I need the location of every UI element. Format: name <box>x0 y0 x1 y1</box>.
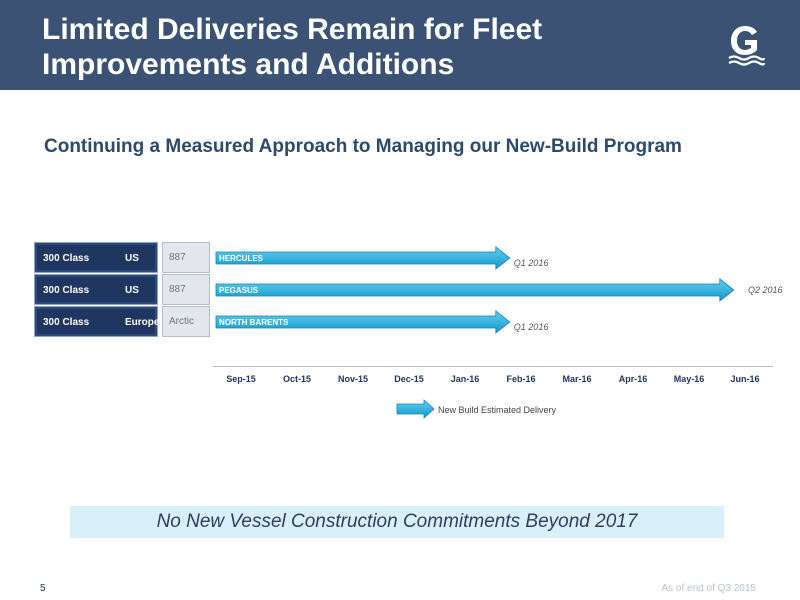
x-tick-label: Jan-16 <box>450 374 480 384</box>
vessel-type-cell: Arctic <box>162 306 210 337</box>
timeline-x-axis <box>213 366 773 367</box>
vessel-region: US <box>125 285 139 296</box>
vessel-region: Europe <box>125 317 160 328</box>
vessel-type: Arctic <box>169 316 194 327</box>
vessel-class: 300 Class <box>43 285 90 296</box>
vessel-name-label: HERCULES <box>219 254 264 263</box>
legend-arrow-icon <box>396 399 435 419</box>
footnote: As of end of Q3 2015 <box>661 583 756 594</box>
page-title: Limited Deliveries Remain for Fleet Impr… <box>42 12 682 82</box>
vessel-class-cell: 300 Class Europe <box>34 306 160 337</box>
page-title-line-1: Limited Deliveries Remain for Fleet <box>42 13 543 46</box>
vessel-region: US <box>125 253 139 264</box>
x-tick-label: Feb-16 <box>506 374 536 384</box>
page-title-line-2: Improvements and Additions <box>42 48 455 81</box>
legend-label: New Build Estimated Delivery <box>438 405 557 415</box>
section-subtitle: Continuing a Measured Approach to Managi… <box>44 136 682 157</box>
vessel-class: 300 Class <box>43 253 90 264</box>
company-logo-icon <box>728 26 766 66</box>
header-band: Limited Deliveries Remain for Fleet Impr… <box>0 0 800 90</box>
callout-banner: No New Vessel Construction Commitments B… <box>70 506 724 538</box>
delivery-quarter-label: Q2 2016 <box>748 285 783 295</box>
vessel-type-cell: 887 <box>162 242 210 273</box>
delivery-quarter-label: Q1 2016 <box>513 322 549 332</box>
x-tick-label: May-16 <box>673 374 705 384</box>
vessel-class: 300 Class <box>43 317 90 328</box>
vessel-name-label: PEGASUS <box>219 286 259 295</box>
x-tick-label: Jun-16 <box>730 374 760 384</box>
x-tick-label: Apr-16 <box>618 374 648 384</box>
page-number: 5 <box>40 583 46 594</box>
x-tick-label: Oct-15 <box>282 374 311 384</box>
vessel-type: 887 <box>169 252 186 263</box>
vessel-type-cell: 887 <box>162 274 210 305</box>
vessel-row-2: 300 Class US 887 <box>34 274 210 305</box>
vessel-name-label: NORTH BARENTS <box>219 318 289 327</box>
x-tick-label: Mar-16 <box>562 374 592 384</box>
delivery-quarter-label: Q1 2016 <box>513 258 549 268</box>
vessel-row-3: 300 Class Europe Arctic <box>34 306 210 337</box>
x-tick-label: Dec-15 <box>394 374 424 384</box>
vessel-class-cell: 300 Class US <box>34 274 158 305</box>
x-tick-label: Sep-15 <box>226 374 256 384</box>
vessel-type: 887 <box>169 284 186 295</box>
vessel-row-1: 300 Class US 887 <box>34 242 210 273</box>
vessel-class-cell: 300 Class US <box>34 242 158 273</box>
timeline-chart-area <box>210 240 770 340</box>
x-tick-label: Nov-15 <box>337 374 368 384</box>
callout-banner-text: No New Vessel Construction Commitments B… <box>156 511 638 532</box>
